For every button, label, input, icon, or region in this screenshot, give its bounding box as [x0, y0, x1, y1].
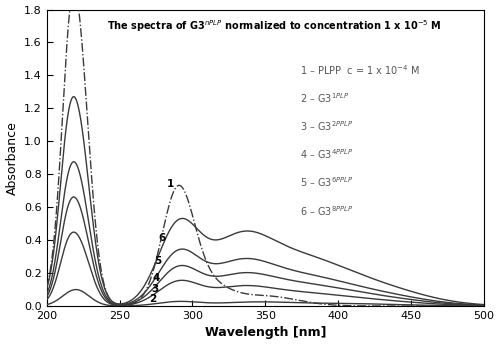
Text: 5: 5: [154, 256, 161, 266]
Text: 6: 6: [158, 234, 166, 244]
Text: 1: 1: [167, 179, 174, 189]
Text: The spectra of G3$^{nPLP}$ normalized to concentration 1 x 10$^{-5}$ M: The spectra of G3$^{nPLP}$ normalized to…: [106, 18, 442, 34]
Text: 5 – G3$^{6PPLP}$: 5 – G3$^{6PPLP}$: [300, 176, 354, 189]
Text: 6 – G3$^{8PPLP}$: 6 – G3$^{8PPLP}$: [300, 204, 354, 218]
Y-axis label: Absorbance: Absorbance: [6, 121, 18, 195]
X-axis label: Wavelength [nm]: Wavelength [nm]: [204, 326, 326, 339]
Text: 4 – G3$^{4PPLP}$: 4 – G3$^{4PPLP}$: [300, 147, 354, 161]
Text: 3: 3: [151, 285, 158, 295]
Text: 2: 2: [150, 294, 156, 304]
Text: 4: 4: [152, 273, 160, 283]
Text: 3 – G3$^{2PPLP}$: 3 – G3$^{2PPLP}$: [300, 119, 354, 133]
Text: 1 – PLPP  c = 1 x 10$^{-4}$ M: 1 – PLPP c = 1 x 10$^{-4}$ M: [300, 63, 420, 77]
Text: 2 – G3$^{1PLP}$: 2 – G3$^{1PLP}$: [300, 91, 350, 105]
